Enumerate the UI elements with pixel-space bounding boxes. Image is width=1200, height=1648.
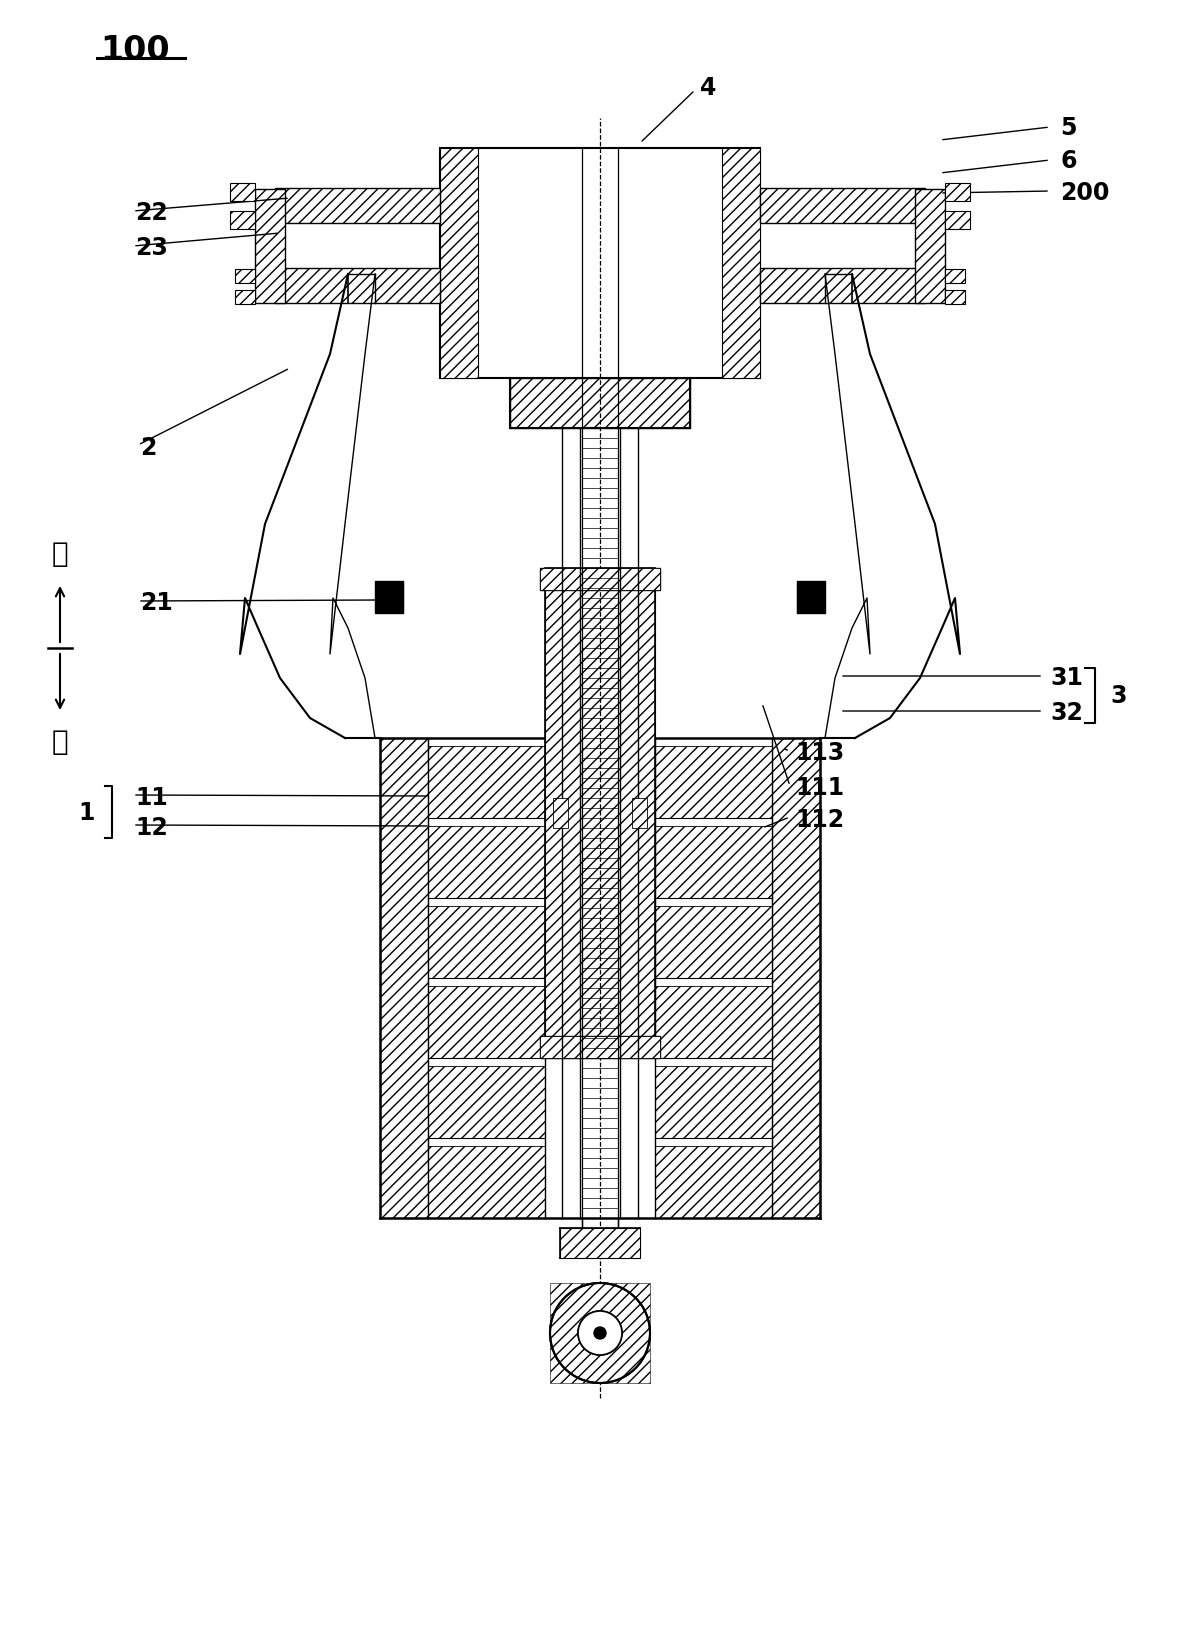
- Bar: [946, 211, 970, 229]
- Bar: [946, 269, 965, 283]
- Bar: [428, 906, 545, 977]
- Bar: [553, 798, 568, 827]
- Bar: [655, 986, 772, 1058]
- Bar: [540, 569, 660, 590]
- Bar: [440, 148, 760, 377]
- Bar: [655, 1066, 772, 1139]
- Bar: [510, 377, 690, 428]
- Bar: [275, 269, 440, 303]
- Bar: [655, 826, 772, 898]
- Text: 3: 3: [1110, 684, 1127, 709]
- Bar: [655, 1145, 772, 1218]
- Bar: [946, 183, 970, 201]
- Bar: [760, 269, 925, 303]
- Text: 100: 100: [100, 33, 169, 66]
- Bar: [772, 738, 820, 1218]
- Bar: [428, 826, 545, 898]
- Bar: [632, 798, 647, 827]
- Bar: [230, 183, 256, 201]
- Text: 上: 上: [52, 541, 68, 569]
- Text: 21: 21: [140, 592, 173, 615]
- Bar: [440, 148, 478, 377]
- Text: 1: 1: [79, 801, 95, 826]
- Text: 2: 2: [140, 437, 156, 460]
- Bar: [560, 1228, 640, 1257]
- Bar: [540, 1037, 660, 1058]
- Bar: [550, 1284, 650, 1383]
- Text: 31: 31: [1050, 666, 1082, 691]
- Circle shape: [594, 1327, 606, 1338]
- Text: 200: 200: [1060, 181, 1109, 204]
- Text: 22: 22: [134, 201, 168, 226]
- Bar: [235, 290, 256, 303]
- Bar: [540, 569, 660, 590]
- Text: 下: 下: [52, 728, 68, 756]
- Bar: [256, 188, 286, 303]
- Bar: [655, 906, 772, 977]
- Bar: [428, 1145, 545, 1218]
- Bar: [545, 569, 655, 1058]
- Text: 11: 11: [134, 786, 168, 811]
- Text: 32: 32: [1050, 700, 1082, 725]
- Text: 112: 112: [796, 808, 844, 832]
- Bar: [545, 569, 655, 1058]
- Bar: [275, 188, 440, 222]
- Bar: [797, 582, 826, 613]
- Text: 5: 5: [1060, 115, 1076, 140]
- Text: 113: 113: [796, 742, 845, 765]
- Bar: [428, 1066, 545, 1139]
- Bar: [916, 188, 946, 303]
- Bar: [760, 188, 925, 222]
- Bar: [655, 747, 772, 817]
- Circle shape: [578, 1312, 622, 1355]
- Text: 6: 6: [1060, 148, 1076, 173]
- Bar: [374, 582, 403, 613]
- Bar: [428, 747, 545, 817]
- Bar: [380, 738, 428, 1218]
- Bar: [428, 986, 545, 1058]
- Bar: [230, 211, 256, 229]
- Text: 111: 111: [796, 776, 844, 799]
- Text: 12: 12: [134, 816, 168, 840]
- Bar: [235, 269, 256, 283]
- Bar: [540, 1037, 660, 1058]
- Bar: [722, 148, 760, 377]
- Text: 4: 4: [700, 76, 716, 101]
- Bar: [946, 290, 965, 303]
- Text: 23: 23: [134, 236, 168, 260]
